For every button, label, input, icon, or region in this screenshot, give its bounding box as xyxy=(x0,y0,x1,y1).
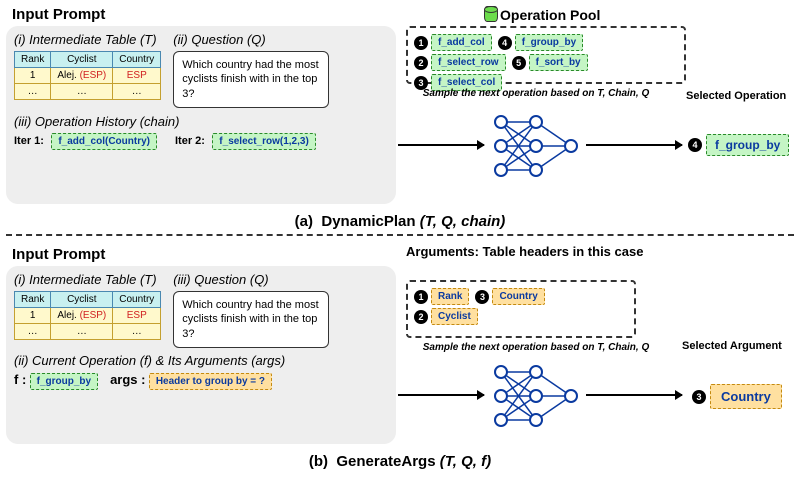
f-block: f : f_group_by xyxy=(14,372,98,390)
panel-a: Input Prompt (i) Intermediate Table (T) … xyxy=(6,4,794,230)
table-row: … … … xyxy=(15,324,161,340)
neural-net-icon xyxy=(486,362,586,433)
selected-op-chip: f_group_by xyxy=(706,134,789,156)
selected-arg: 3 Country xyxy=(692,384,782,409)
sec-i-label: (i) Intermediate Table (T) xyxy=(14,272,161,287)
th-country: Country xyxy=(113,52,161,68)
table-header-row: Rank Cyclist Country xyxy=(15,292,161,308)
prompt-grey-box: (i) Intermediate Table (T) Rank Cyclist … xyxy=(6,266,396,444)
intermediate-table: Rank Cyclist Country 1 Alej. (ESP) ESP …… xyxy=(14,291,161,340)
op-chip-iter2: f_select_row(1,2,3) xyxy=(212,133,316,150)
selected-arg-chip: Country xyxy=(710,384,782,409)
sec-i-label: (i) Intermediate Table (T) xyxy=(14,32,161,47)
question-section: (iii) Question (Q) Which country had the… xyxy=(173,272,329,348)
fargs-section: (ii) Current Operation (f) & Its Argumen… xyxy=(14,354,388,390)
operation-pool-title: Operation Pool xyxy=(484,6,600,23)
pool-item: 2f_select_row xyxy=(414,54,506,71)
f-chip: f_group_by xyxy=(30,373,98,390)
chain-section: (iii) Operation History (chain) Iter 1: … xyxy=(14,114,388,150)
badge-2: 2 xyxy=(414,56,428,70)
badge-4: 4 xyxy=(498,36,512,50)
divider xyxy=(6,234,794,236)
sec-ii-label: (ii) Current Operation (f) & Its Argumen… xyxy=(14,354,388,368)
selected-op-title: Selected Operation xyxy=(686,90,786,102)
neural-net-icon xyxy=(486,112,586,183)
selected-op: 4 f_group_by xyxy=(688,134,789,156)
sec-iii-label: (iii) Question (Q) xyxy=(173,272,329,287)
op-chip-iter1: f_add_col(Country) xyxy=(51,133,157,150)
table-header-row: Rank Cyclist Country xyxy=(15,52,161,68)
prompt-grey-box: (i) Intermediate Table (T) Rank Cyclist … xyxy=(6,26,396,204)
arguments-pool-box: 1Rank 3Country 2Cyclist xyxy=(406,280,636,338)
selected-badge: 4 xyxy=(688,138,702,152)
question-box: Which country had the most cyclists fini… xyxy=(173,51,329,108)
arrow-out-nn xyxy=(586,144,682,146)
th-cyclist: Cyclist xyxy=(51,52,113,68)
args-chip: Header to group by = ? xyxy=(149,373,272,390)
arrow-into-nn xyxy=(398,144,484,146)
table-section: (i) Intermediate Table (T) Rank Cyclist … xyxy=(14,272,161,348)
question-section: (ii) Question (Q) Which country had the … xyxy=(173,32,329,108)
pool-item: 2Cyclist xyxy=(414,308,478,325)
table-row: 1 Alej. (ESP) ESP xyxy=(15,68,161,84)
pool-item: 4f_group_by xyxy=(498,34,583,51)
arrow-into-nn xyxy=(398,394,484,396)
caption-a: (a) DynamicPlan (T, Q, chain) xyxy=(6,213,794,230)
pool-item: 3Country xyxy=(475,288,544,305)
database-icon xyxy=(484,6,498,22)
iter-1: Iter 1: f_add_col(Country) xyxy=(14,133,157,150)
iter-2: Iter 2: f_select_row(1,2,3) xyxy=(175,133,316,150)
table-row: … … … xyxy=(15,84,161,100)
arguments-pool-title: Arguments: Table headers in this case xyxy=(406,244,646,259)
arrow-out-nn xyxy=(586,394,682,396)
caption-b: (b) GenerateArgs (T, Q, f) xyxy=(6,453,794,470)
selected-badge: 3 xyxy=(692,390,706,404)
badge-1: 1 xyxy=(414,36,428,50)
sec-iii-label: (iii) Operation History (chain) xyxy=(14,114,388,129)
args-block: args : Header to group by = ? xyxy=(110,372,272,390)
input-prompt-title: Input Prompt xyxy=(12,246,105,263)
pool-item: 1Rank xyxy=(414,288,469,305)
th-rank: Rank xyxy=(15,52,51,68)
pool-item: 5f_sort_by xyxy=(512,54,588,71)
question-box: Which country had the most cyclists fini… xyxy=(173,291,329,348)
sample-note: Sample the next operation based on T, Ch… xyxy=(406,342,666,353)
sample-note: Sample the next operation based on T, Ch… xyxy=(406,88,666,99)
intermediate-table: Rank Cyclist Country 1 Alej. (ESP) ESP …… xyxy=(14,51,161,100)
selected-arg-title: Selected Argument xyxy=(682,340,782,352)
table-section: (i) Intermediate Table (T) Rank Cyclist … xyxy=(14,32,161,108)
badge-5: 5 xyxy=(512,56,526,70)
table-row: 1 Alej. (ESP) ESP xyxy=(15,308,161,324)
operation-pool-box: 1f_add_col 4f_group_by 2f_select_row 5f_… xyxy=(406,26,686,84)
pool-item: 1f_add_col xyxy=(414,34,492,51)
panel-b: Input Prompt (i) Intermediate Table (T) … xyxy=(6,244,794,470)
sec-ii-label: (ii) Question (Q) xyxy=(173,32,329,47)
input-prompt-title: Input Prompt xyxy=(12,6,105,23)
